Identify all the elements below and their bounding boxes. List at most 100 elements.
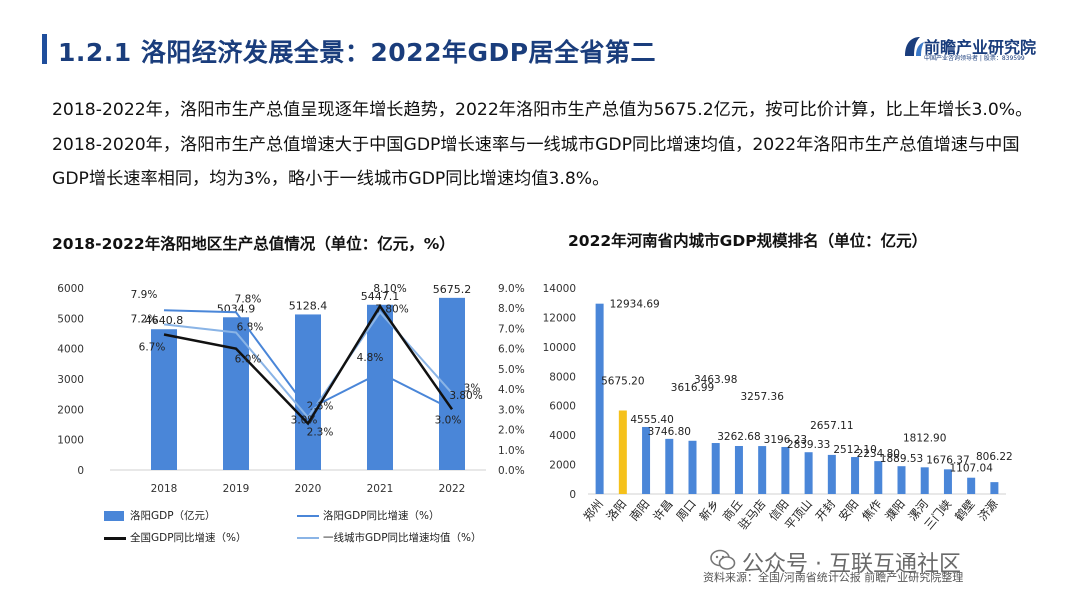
y2-tick-label: 9.0% bbox=[498, 283, 525, 295]
city-gdp-bar bbox=[827, 454, 836, 494]
city-gdp-bar bbox=[943, 469, 952, 494]
city-tick-label: 济源 bbox=[975, 497, 1001, 524]
growth-data-label: 7.8% bbox=[235, 293, 262, 305]
national-growth-line bbox=[163, 303, 454, 426]
city-gdp-bar bbox=[804, 452, 813, 494]
watermark-text: 公众号 · 互联互通社区 bbox=[742, 552, 961, 577]
city-gdp-bar bbox=[734, 445, 743, 494]
y-tick-label: 3000 bbox=[57, 374, 84, 386]
city-tick-label: 许昌 bbox=[650, 497, 676, 524]
growth-data-label: 3% bbox=[464, 382, 481, 394]
city-gdp-label: 3196.23 bbox=[764, 434, 807, 446]
legend-swatch-line bbox=[297, 515, 319, 517]
y-tick-label: 14000 bbox=[543, 283, 576, 295]
henan-city-gdp-chart: 0 2000 4000 6000 8000 10000 12000 14000 12934.69… bbox=[543, 283, 1013, 533]
legend-swatch-line bbox=[297, 537, 319, 539]
city-gdp-label: 3463.98 bbox=[694, 374, 737, 386]
y-tick-label: 5000 bbox=[57, 313, 84, 325]
y-tick-label: 6000 bbox=[57, 283, 84, 295]
city-gdp-label: 1889.53 bbox=[880, 453, 923, 465]
growth-data-label: 8.10% bbox=[373, 283, 406, 295]
left-chart-title: 2018-2022年洛阳地区生产总值情况（单位：亿元，%） bbox=[52, 235, 455, 253]
left-chart-legend: 洛阳GDP（亿元） 洛阳GDP同比增速（%） 全国GDP同比增速（%） 一线城市… bbox=[104, 508, 544, 552]
city-gdp-label: 806.22 bbox=[976, 451, 1013, 463]
growth-data-label: 6.8% bbox=[237, 321, 264, 333]
city-gdp-label: 5675.20 bbox=[601, 375, 644, 387]
y2-tick-label: 8.0% bbox=[498, 303, 525, 315]
growth-data-label: 2.6% bbox=[307, 400, 334, 412]
city-gdp-bar bbox=[781, 446, 790, 494]
y-tick-label: 0 bbox=[77, 465, 84, 477]
city-gdp-label: 3262.68 bbox=[717, 431, 760, 443]
city-gdp-bar bbox=[688, 440, 697, 494]
legend-label: 全国GDP同比增速（%） bbox=[130, 532, 247, 544]
city-gdp-label: 2512.10 bbox=[833, 444, 876, 456]
gdp-bar-label: 5447.1 bbox=[361, 290, 400, 303]
city-gdp-bar bbox=[665, 438, 674, 494]
gdp-bar bbox=[367, 304, 393, 470]
y-tick-label: 2000 bbox=[549, 460, 576, 472]
y2-tick-label: 4.0% bbox=[498, 384, 525, 396]
gdp-bar-label: 4640.8 bbox=[145, 314, 184, 327]
city-gdp-label: 3746.80 bbox=[648, 426, 691, 438]
y2-tick-label: 3.0% bbox=[498, 404, 525, 416]
city-tick-label: 郑州 bbox=[580, 497, 606, 524]
gdp-bar bbox=[223, 317, 249, 470]
city-tick-label: 洛阳 bbox=[604, 497, 630, 524]
city-gdp-bar bbox=[851, 457, 860, 494]
y2-tick-label: 2.0% bbox=[498, 425, 525, 437]
city-gdp-label: 3257.36 bbox=[740, 391, 784, 403]
brand-logo: 前瞻产业研究院 中国产业咨询领导者 | 股票：839599 bbox=[902, 34, 1052, 64]
city-gdp-bar bbox=[711, 443, 720, 494]
y-tick-label: 8000 bbox=[549, 371, 576, 383]
city-tick-label: 开封 bbox=[813, 497, 839, 524]
brand-tagline: 中国产业咨询领导者 | 股票：839599 bbox=[924, 55, 1025, 62]
city-gdp-bar bbox=[595, 303, 604, 494]
city-tick-label: 焦作 bbox=[859, 497, 885, 524]
city-tick-label: 安阳 bbox=[836, 497, 862, 524]
page-title: 1.2.1 洛阳经济发展全景：2022年GDP居全省第二 bbox=[58, 38, 657, 67]
city-gdp-label: 2234.80 bbox=[857, 448, 900, 460]
legend-label: 一线城市GDP同比增速均值（%） bbox=[323, 532, 482, 544]
city-tick-label: 南阳 bbox=[627, 497, 653, 524]
growth-data-label: 3.0% bbox=[435, 414, 462, 426]
y-tick-label: 2000 bbox=[57, 404, 84, 416]
gdp-bar bbox=[151, 329, 177, 470]
y-tick-label: 10000 bbox=[543, 342, 576, 354]
city-gdp-bar bbox=[758, 446, 767, 494]
city-gdp-bar bbox=[642, 426, 651, 494]
city-gdp-label: 1676.37 bbox=[926, 454, 969, 466]
city-gdp-bar bbox=[897, 466, 906, 494]
title-accent-bar bbox=[42, 34, 47, 64]
gdp-bar bbox=[295, 314, 321, 470]
intro-paragraph: 2018-2022年，洛阳市生产总值呈现逐年增长趋势，2022年洛阳市生产总值为… bbox=[52, 100, 1033, 189]
gdp-bar-label: 5128.4 bbox=[289, 299, 328, 312]
y-tick-label: 1000 bbox=[57, 435, 84, 447]
growth-data-label: 2.3% bbox=[307, 426, 334, 438]
y2-tick-label: 6.0% bbox=[498, 344, 525, 356]
city-gdp-label: 3616.99 bbox=[671, 382, 714, 394]
city-tick-label: 三门峡 bbox=[921, 497, 954, 533]
y-tick-label: 0 bbox=[569, 489, 576, 501]
legend-swatch-bar bbox=[104, 511, 124, 521]
city-gdp-label: 1107.04 bbox=[949, 463, 993, 475]
city-gdp-label: 2657.11 bbox=[810, 420, 853, 432]
source-note: 资料来源：全国/河南省统计公报 前瞻产业研究院整理 bbox=[703, 571, 964, 584]
y-tick-label: 6000 bbox=[549, 401, 576, 413]
legend-label: 洛阳GDP同比增速（%） bbox=[323, 510, 440, 522]
y2-tick-label: 7.0% bbox=[498, 323, 525, 335]
y2-tick-label: 0.0% bbox=[498, 465, 525, 477]
brand-logo-icon bbox=[905, 37, 924, 56]
growth-data-label: 4.8% bbox=[357, 352, 384, 364]
highlight-bar bbox=[618, 410, 627, 494]
city-gdp-label: 4555.40 bbox=[630, 414, 673, 426]
city-tick-label: 鹤壁 bbox=[952, 497, 978, 524]
growth-data-label: 7.2% bbox=[131, 313, 158, 325]
city-gdp-label: 12934.69 bbox=[610, 299, 660, 311]
x-tick-label: 2019 bbox=[223, 483, 250, 495]
city-gdp-bar bbox=[920, 467, 929, 494]
city-gdp-bar bbox=[990, 482, 999, 494]
x-tick-label: 2018 bbox=[151, 483, 178, 495]
city-tick-label: 新乡 bbox=[697, 497, 723, 524]
x-tick-label: 2021 bbox=[367, 483, 394, 495]
